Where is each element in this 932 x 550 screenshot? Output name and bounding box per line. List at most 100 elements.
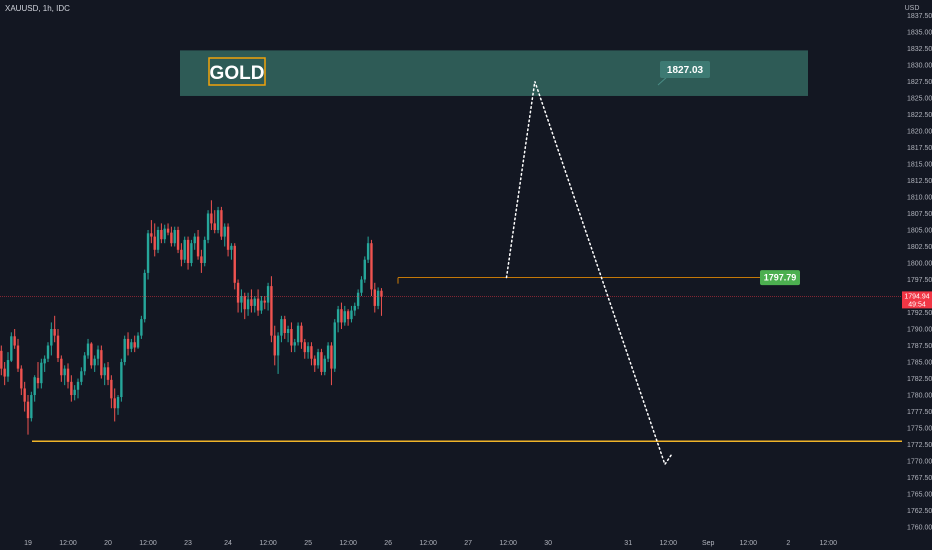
candle-body[interactable] [16,345,20,369]
candle-body[interactable] [150,233,153,237]
candle-body[interactable] [163,228,166,240]
candle-body[interactable] [343,311,346,323]
candle-body[interactable] [0,350,3,369]
candle-body[interactable] [380,290,383,297]
candle-body[interactable] [280,319,283,336]
candle-body[interactable] [133,342,136,348]
candle-body[interactable] [216,210,220,230]
candle-body[interactable] [86,343,90,356]
candle-body[interactable] [333,322,336,369]
candle-body[interactable] [40,362,43,384]
candle-body[interactable] [76,381,80,390]
projection-path[interactable] [505,81,673,467]
candle-body[interactable] [136,335,140,348]
candle-body[interactable] [290,329,293,346]
resistance-tag[interactable]: 1797.79 [760,270,800,286]
candle-body[interactable] [56,335,60,359]
candle-body[interactable] [20,368,23,389]
candle-body[interactable] [83,355,86,372]
candle-body[interactable] [266,286,270,303]
candle-body[interactable] [346,311,350,320]
candle-body[interactable] [320,352,323,372]
candle-body[interactable] [310,346,313,359]
candle-body[interactable] [283,319,286,333]
candle-body[interactable] [156,229,160,250]
candle-body[interactable] [46,345,50,359]
candle-body[interactable] [13,336,16,346]
candle-body[interactable] [233,245,236,283]
candle-body[interactable] [10,336,13,361]
candle-body[interactable] [273,335,276,356]
candle-body[interactable] [370,243,373,290]
candle-body[interactable] [126,338,130,349]
candle-body[interactable] [63,368,66,376]
candle-body[interactable] [200,256,203,263]
candle-body[interactable] [103,367,106,376]
candle-body[interactable] [326,345,330,359]
candle-body[interactable] [253,298,256,306]
candle-body[interactable] [100,350,103,376]
candle-body[interactable] [183,239,186,260]
candle-body[interactable] [293,342,296,346]
candle-body[interactable] [160,229,163,240]
candle-body[interactable] [350,310,353,320]
candle-body[interactable] [33,377,36,396]
price-axis[interactable]: USD 1837.50 1835.00 1832.50 1830.00 1827.50 1… [905,5,932,532]
candle-body[interactable] [300,325,303,343]
candle-body[interactable] [90,343,93,366]
candle-body[interactable] [146,233,150,273]
candle-body[interactable] [243,296,246,310]
candle-body[interactable] [246,299,250,310]
candle-body[interactable] [196,236,200,257]
candle-body[interactable] [180,249,183,260]
candle-body[interactable] [276,335,280,356]
candle-body[interactable] [96,349,100,359]
candle-body[interactable] [306,346,310,353]
candle-body[interactable] [366,243,370,260]
candle-body[interactable] [170,232,173,244]
candle-body[interactable] [70,381,73,396]
candle-body[interactable] [143,272,146,320]
candle-body[interactable] [36,377,40,384]
candle-body[interactable] [213,223,216,230]
candle-body[interactable] [110,379,113,399]
candle-body[interactable] [240,296,243,303]
candle-body[interactable] [296,325,300,343]
candle-body[interactable] [323,358,326,372]
candle-body[interactable] [316,352,320,366]
candle-body[interactable] [303,342,306,353]
candle-body[interactable] [173,229,176,244]
candle-body[interactable] [286,329,290,333]
candle-body[interactable] [93,358,96,366]
target-callout[interactable]: 1827.03 [657,61,710,86]
candle-body[interactable] [206,213,210,240]
candle-body[interactable] [53,329,56,336]
candle-body[interactable] [363,259,366,280]
candle-body[interactable] [166,228,170,233]
candle-body[interactable] [193,236,196,244]
candle-body[interactable] [73,389,76,396]
candle-body[interactable] [50,329,53,346]
candle-body[interactable] [186,239,190,263]
candle-body[interactable] [140,319,143,336]
candle-body[interactable] [260,300,263,311]
candle-body[interactable] [203,239,206,263]
candle-body[interactable] [353,305,356,311]
candle-body[interactable] [270,286,273,336]
candle-body[interactable] [190,243,193,263]
candle-body[interactable] [113,398,116,409]
candle-body[interactable] [336,309,340,323]
candle-body[interactable] [373,289,376,306]
candle-body[interactable] [220,210,223,237]
candle-body[interactable] [263,300,266,303]
candle-body[interactable] [330,345,333,369]
candle-body[interactable] [106,367,110,380]
candle-body[interactable] [226,226,230,250]
candle-body[interactable] [313,358,316,366]
candle-body[interactable] [176,229,180,250]
candle-body[interactable] [116,397,120,409]
candle-body[interactable] [210,213,213,224]
candle-body[interactable] [3,368,6,377]
candle-body[interactable] [250,299,253,306]
